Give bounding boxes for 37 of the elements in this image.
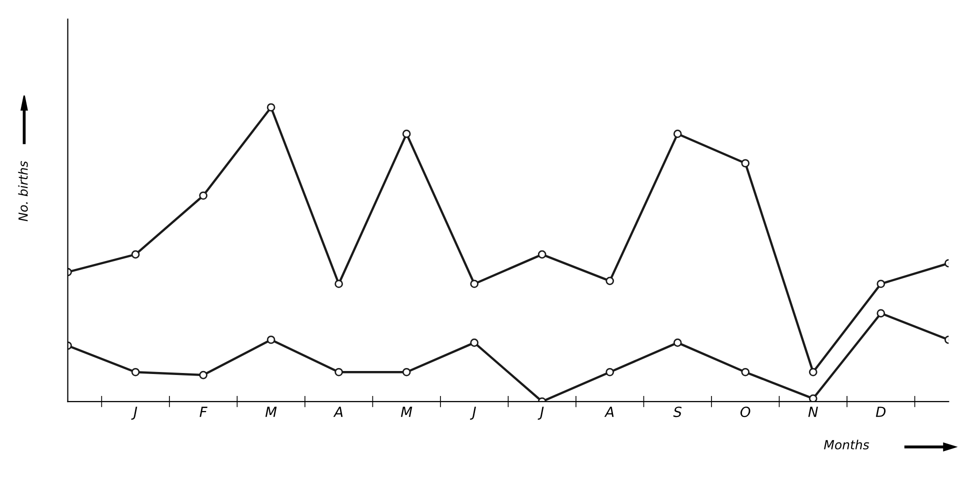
point [538, 250, 546, 259]
point [402, 130, 411, 138]
x-tick-label: N [808, 406, 818, 417]
point [334, 368, 343, 376]
point [876, 309, 886, 318]
x-tick-label: A [333, 406, 343, 417]
point [266, 103, 276, 112]
x-tick-label: O [740, 406, 750, 418]
point [606, 276, 614, 286]
point [199, 370, 208, 380]
point [199, 191, 208, 200]
point [673, 130, 682, 138]
x-tick-label: D [876, 406, 886, 417]
point [808, 394, 818, 402]
point [606, 368, 614, 376]
x-tick-label: J [131, 406, 138, 420]
point [741, 159, 750, 168]
point [470, 338, 478, 347]
x-tick-label: M [400, 406, 412, 417]
x-tick-label: F [200, 406, 208, 417]
x-tick-label: S [673, 406, 682, 418]
point [876, 280, 886, 288]
point [673, 338, 682, 347]
x-tick-label: A [604, 406, 614, 417]
point [266, 336, 276, 344]
x-axis-title: Months [824, 440, 870, 450]
point [470, 280, 478, 288]
point [131, 368, 140, 376]
point [741, 368, 750, 376]
y-axis-title: No. births [18, 161, 28, 222]
point [334, 280, 343, 288]
x-tick-label: M [265, 406, 277, 417]
point [402, 368, 411, 376]
point [808, 368, 818, 376]
x-tick-label: J [538, 406, 544, 420]
x-tick-label: J [470, 406, 476, 420]
point [131, 250, 140, 259]
